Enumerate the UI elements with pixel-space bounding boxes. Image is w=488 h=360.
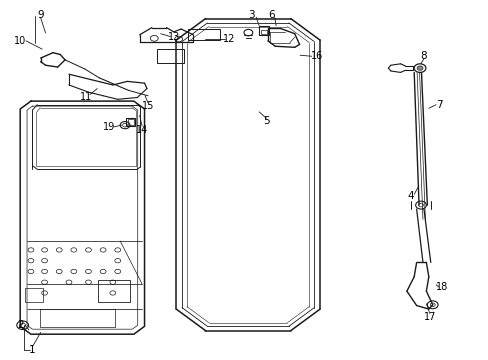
Bar: [157, 49, 183, 63]
Text: 6: 6: [267, 10, 274, 20]
Text: 19: 19: [102, 122, 115, 132]
Circle shape: [416, 66, 422, 70]
Bar: [128, 120, 134, 125]
Text: 8: 8: [420, 51, 427, 61]
Text: 15: 15: [142, 101, 154, 111]
Bar: [259, 26, 268, 35]
Bar: [98, 280, 130, 302]
Text: 12: 12: [222, 34, 235, 44]
Bar: [25, 288, 42, 302]
Bar: [260, 30, 267, 34]
Text: 3: 3: [248, 10, 255, 20]
Text: 11: 11: [80, 92, 92, 102]
Text: 4: 4: [406, 191, 413, 201]
Text: 14: 14: [136, 125, 148, 135]
Text: 2: 2: [17, 320, 23, 330]
Text: 16: 16: [310, 51, 322, 61]
Text: 13: 13: [167, 32, 180, 41]
Text: 7: 7: [435, 100, 442, 110]
Bar: [188, 30, 220, 40]
Text: 1: 1: [29, 345, 36, 355]
Text: 17: 17: [423, 312, 435, 322]
Bar: [126, 118, 135, 126]
Text: 10: 10: [14, 36, 26, 46]
Text: 9: 9: [37, 10, 44, 20]
Text: 18: 18: [435, 282, 447, 292]
Text: 5: 5: [263, 116, 269, 126]
